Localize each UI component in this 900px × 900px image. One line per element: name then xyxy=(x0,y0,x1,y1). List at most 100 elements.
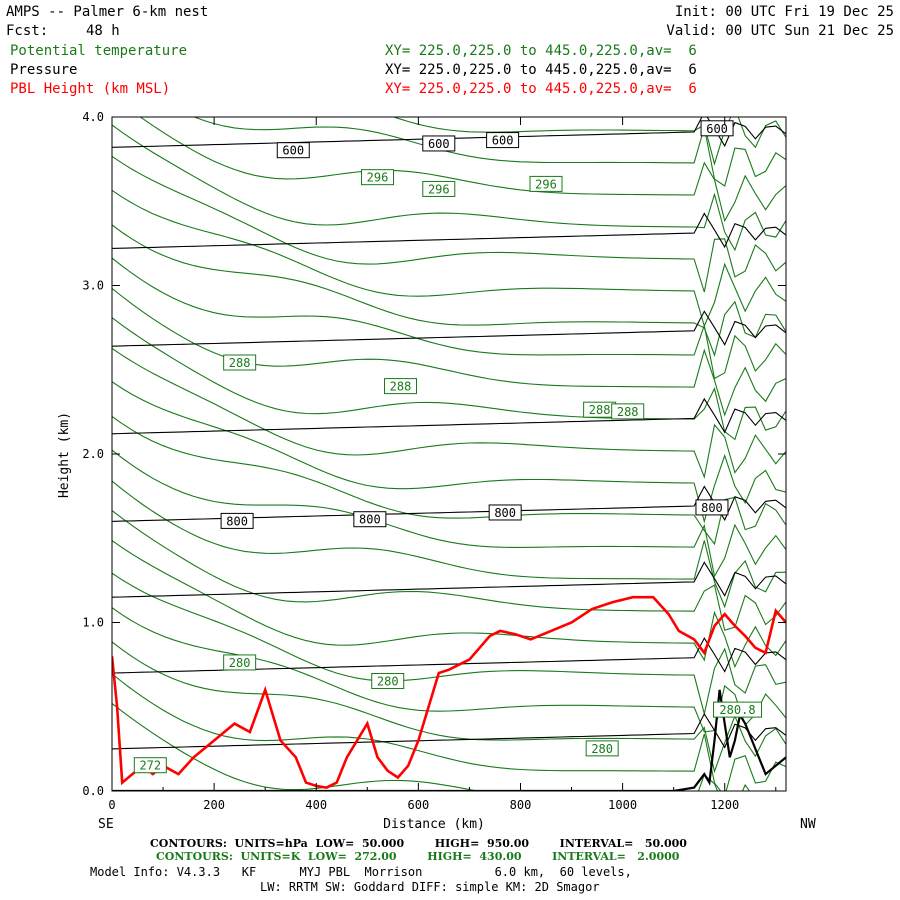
theta-contour-label: 280 xyxy=(229,656,251,670)
pressure-contour-label: 600 xyxy=(706,122,728,136)
theta-contour xyxy=(112,702,751,791)
theta-contour-label: 288 xyxy=(617,405,639,419)
theta-contour xyxy=(112,540,786,669)
pressure-contour-label: 600 xyxy=(492,134,514,148)
footer-model-info-2: LW: RRTM SW: Goddard DIFF: simple KM: 2D… xyxy=(260,880,600,894)
theta-contour xyxy=(112,189,786,328)
y-tick-label: 1.0 xyxy=(82,616,104,630)
theta-contour-label: 280 xyxy=(591,742,613,756)
pressure-contour xyxy=(112,212,786,249)
theta-contour xyxy=(112,287,786,417)
pressure-contour xyxy=(112,712,786,750)
theta-contour-label-box xyxy=(371,672,405,689)
theta-contour xyxy=(112,347,786,480)
x-tick-label: 1000 xyxy=(608,798,637,812)
theta-contour xyxy=(193,117,786,187)
header-fcst-value: 48 h xyxy=(86,23,120,39)
field-name-pressure: Pressure xyxy=(10,62,78,78)
footer-theta-contours: CONTOURS: UNITS=K LOW= 272.00 HIGH= 430.… xyxy=(156,850,680,863)
x-tick-label: 600 xyxy=(408,798,430,812)
pressure-contour-label-box xyxy=(276,142,310,159)
x-axis-label: Distance (km) xyxy=(383,817,485,832)
y-tick-label: 3.0 xyxy=(82,279,104,293)
theta-contour xyxy=(112,449,786,578)
pressure-contour-label: 800 xyxy=(359,513,381,527)
pressure-contour xyxy=(112,485,786,522)
x-tick-label: 400 xyxy=(305,798,327,812)
header-fcst-label: Fcst: xyxy=(6,23,49,39)
pressure-contour xyxy=(112,397,786,435)
contour-labels: 600 600 600 600 800 800 800 800 296 296 296 288 288 2… xyxy=(133,120,762,774)
theta-contour xyxy=(112,317,786,441)
theta-contour-label-box xyxy=(223,354,257,371)
pressure-contour-label-box xyxy=(353,511,387,528)
pressure-contour-label: 600 xyxy=(428,137,450,151)
theta-contour-label-box xyxy=(383,378,417,395)
theta-contour xyxy=(112,480,786,609)
axes: 0 200 400 600 800 1000 1200 0.0 1.0 2.0 3.0 4.0 xyxy=(82,110,786,812)
theta-contour-label-box xyxy=(422,180,456,197)
pressure-contour-label-box xyxy=(422,135,456,152)
pressure-contour-label-box xyxy=(486,132,520,149)
theta-contour xyxy=(112,224,786,357)
terrain-series xyxy=(112,689,786,791)
theta-contour-label-box xyxy=(712,701,762,718)
theta-contour-label-box xyxy=(133,757,167,774)
y-axis-label: Height (km) xyxy=(57,412,72,498)
theta-contour-label: 272 xyxy=(139,759,161,773)
pressure-contour-label: 800 xyxy=(701,501,723,515)
field-name-theta: Potential temperature xyxy=(10,43,188,59)
theta-contour-label-box xyxy=(529,175,563,192)
theta-contour xyxy=(139,117,786,223)
pressure-contour xyxy=(112,310,786,347)
theta-contour xyxy=(112,415,786,546)
pressure-contour-label: 600 xyxy=(282,144,304,158)
theta-contour-label-box xyxy=(611,403,645,420)
x-tick-label: 800 xyxy=(510,798,532,812)
pressure-contour-label: 800 xyxy=(494,506,516,520)
field-xy-pbl: XY= 225.0,225.0 to 445.0,225.0,av= 6 xyxy=(385,81,697,97)
theta-contour-label: 280 xyxy=(377,674,399,688)
pressure-contour-label-box xyxy=(488,504,522,521)
theta-contour-label: 296 xyxy=(535,177,557,191)
theta-contour-label: 288 xyxy=(229,356,251,370)
theta-contour xyxy=(112,607,786,733)
theta-contour-label-box xyxy=(361,169,395,186)
theta-contour xyxy=(112,641,786,774)
y-tick-label: 2.0 xyxy=(82,447,104,461)
theta-contour xyxy=(112,155,786,293)
header-model: AMPS -- Palmer 6-km nest xyxy=(6,4,209,20)
pbl-height-line xyxy=(112,595,786,789)
terrain-line xyxy=(112,689,786,791)
theta-contour-label-box xyxy=(585,740,619,757)
theta-contour-label: 296 xyxy=(428,182,450,196)
theta-contour-label-box xyxy=(223,654,257,671)
footer-model-info-1: Model Info: V4.3.3 KF MYJ PBL Morrison 6… xyxy=(90,865,632,879)
theta-contour xyxy=(112,381,786,524)
x-tick-label: 200 xyxy=(203,798,225,812)
footer-pressure-contours: CONTOURS: UNITS=hPa LOW= 50.000 HIGH= 95… xyxy=(150,837,687,850)
right-end-label: NW xyxy=(800,817,816,832)
y-tick-label: 0.0 xyxy=(82,784,104,798)
theta-contour xyxy=(112,510,786,631)
pressure-contour-label: 800 xyxy=(226,514,248,528)
theta-contour xyxy=(112,572,786,714)
field-xy-pressure: XY= 225.0,225.0 to 445.0,225.0,av= 6 xyxy=(385,62,697,78)
theta-contour-label: 280.8 xyxy=(719,703,755,717)
theta-contour xyxy=(112,124,786,252)
theta-contour xyxy=(392,117,786,166)
theta-contour xyxy=(112,673,786,791)
theta-contour-label: 296 xyxy=(367,171,389,185)
theta-contour xyxy=(112,257,786,380)
left-end-label: SE xyxy=(98,817,114,832)
pbl-series xyxy=(112,595,786,789)
header-valid: Valid: 00 UTC Sun 21 Dec 25 xyxy=(666,23,894,39)
x-tick-label: 0 xyxy=(108,798,115,812)
header-init: Init: 00 UTC Fri 19 Dec 25 xyxy=(674,4,894,20)
field-name-pbl: PBL Height (km MSL) xyxy=(10,81,171,97)
pressure-contour xyxy=(112,561,786,598)
x-tick-label: 1200 xyxy=(710,798,739,812)
theta-contours xyxy=(112,117,786,791)
theta-contour-label: 288 xyxy=(390,380,412,394)
cross-section-chart: 600 600 600 600 800 800 800 800 296 296 296 288 288 2… xyxy=(57,110,816,832)
